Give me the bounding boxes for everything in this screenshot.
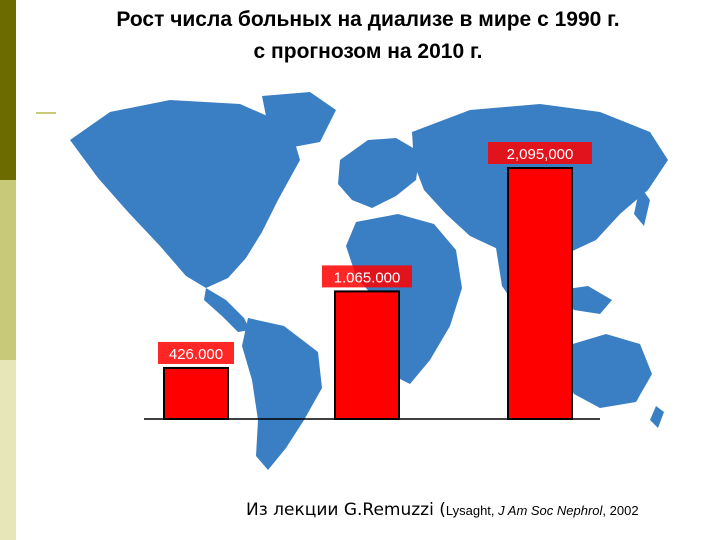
map-australia — [562, 334, 652, 408]
value-label-box-2000 — [322, 265, 412, 288]
category-labels: 1990 2000 2010 — [169, 427, 566, 454]
source-journal: J Am Soc Nephrol — [498, 503, 603, 518]
map-greenland — [262, 92, 336, 148]
map-new-zealand — [650, 406, 664, 428]
source-year: , 2002 — [602, 503, 639, 518]
source-author: Lysaght, — [445, 503, 499, 518]
side-strip-light — [0, 360, 16, 540]
value-label-box-2010 — [488, 142, 592, 164]
map-japan — [634, 186, 650, 226]
map-central-america — [204, 288, 250, 332]
value-label-2010: 2,095,000 — [507, 146, 574, 163]
value-label-1990: 426.000 — [169, 346, 223, 363]
value-label-box-1990 — [158, 341, 234, 364]
side-strip-mid — [0, 180, 16, 360]
slide-title-line-1: Рост числа больных на диализе в мире с 1… — [116, 8, 620, 31]
slide-title: Рост числа больных на диализе в мире с 1… — [16, 4, 720, 68]
source-citation: Из лекции G.Remuzzi (Lysaght, J Am Soc N… — [246, 500, 639, 520]
bar-1990 — [163, 366, 229, 420]
value-label-boxes — [158, 142, 592, 364]
value-labels: 426.000 1.065.000 2,095,000 — [169, 146, 573, 363]
value-label-2000: 1.065.000 — [334, 269, 401, 286]
map-africa — [346, 214, 462, 384]
category-label-1990: 1990 — [169, 427, 222, 454]
map-europe — [338, 138, 420, 208]
bar-2000 — [334, 290, 400, 421]
bars — [163, 167, 573, 421]
category-label-2000: 2000 — [340, 427, 393, 454]
category-label-2010: 2010 — [513, 427, 566, 454]
accent-line — [36, 112, 58, 114]
map-south-america — [242, 318, 322, 470]
source-prefix: Из лекции G.Remuzzi ( — [246, 500, 446, 520]
side-strip-dark — [0, 0, 16, 180]
slide-title-line-2: с прогнозом на 2010 г. — [253, 40, 483, 63]
bar-2010 — [507, 167, 573, 420]
map-north-america — [70, 100, 300, 288]
